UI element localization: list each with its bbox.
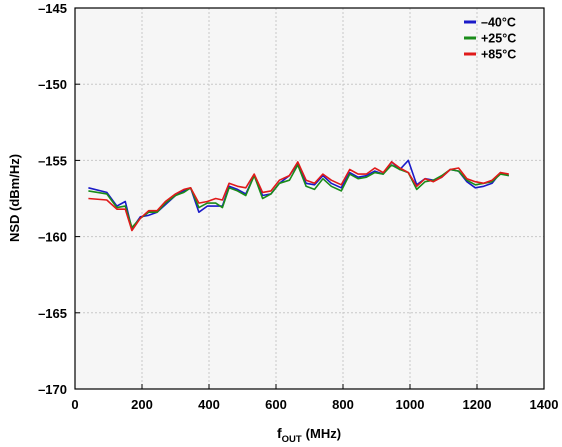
series-line-2 (88, 161, 509, 232)
plot-frame (74, 7, 545, 390)
x-tick-label: 0 (71, 397, 78, 412)
y-tick-labels: –145 –150 –155 –160 –165 –170 (38, 1, 67, 397)
y-tick-label: –160 (38, 230, 67, 245)
x-tick-label: 600 (265, 397, 287, 412)
legend-label: –40°C (481, 16, 516, 30)
x-axis-title-main: f (277, 425, 282, 441)
y-tick-label: –145 (38, 1, 67, 16)
x-tick-label: 1200 (463, 397, 492, 412)
y-axis-title: NSD (dBm/Hz) (7, 154, 22, 242)
y-tick-label: –165 (38, 306, 67, 321)
axis-ticks (74, 7, 545, 390)
plot-background (75, 8, 544, 389)
x-tick-label: 200 (131, 397, 153, 412)
x-tick-label: 1000 (396, 397, 425, 412)
y-tick-label: –150 (38, 77, 67, 92)
y-tick-label: –170 (38, 382, 67, 397)
x-axis-title-unit: (MHz) (306, 426, 341, 441)
grid-lines (75, 8, 544, 389)
y-tick-label: –155 (38, 153, 67, 168)
series-line-1 (88, 164, 509, 229)
legend-label: +25°C (481, 32, 516, 46)
legend: –40°C +25°C +85°C (464, 16, 516, 62)
x-tick-label: 1400 (530, 397, 559, 412)
series-layer (88, 159, 510, 232)
x-axis-title: fOUT (MHz) (277, 425, 341, 445)
legend-label: +85°C (481, 48, 516, 62)
x-tick-label: 400 (198, 397, 220, 412)
x-axis-title-subscript: OUT (282, 434, 302, 445)
x-tick-labels: 0 200 400 600 800 1000 1200 1400 (71, 397, 558, 412)
x-tick-label: 800 (332, 397, 354, 412)
